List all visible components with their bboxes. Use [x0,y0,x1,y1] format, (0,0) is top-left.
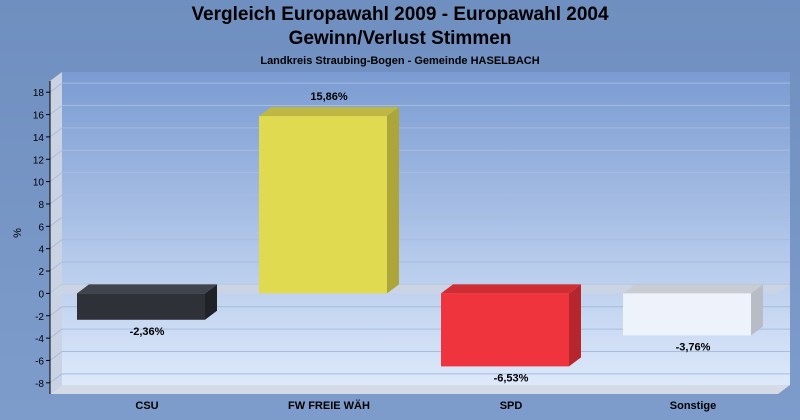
gridline-side [49,82,63,93]
zero-baseline [50,284,790,294]
plot-back-wall [62,72,790,385]
chart-title-line2: Gewinn/Verlust Stimmen [288,28,512,49]
data-label: 15,86% [310,91,348,103]
plot-floor [50,385,790,394]
gridline-side [49,373,63,384]
y-tick-label: -2 [35,312,44,323]
value-labels: -2,36% 15,86% -6,53% -3,76% [130,91,711,384]
y-tick-label: 14 [33,133,45,144]
gridline-side [49,172,63,183]
bar-fw-freie-w-h [259,107,399,294]
x-tick-label: CSU [135,400,158,412]
bar-side [387,107,399,294]
bar-front [441,293,569,367]
bar-top [623,284,763,294]
gridline-side [49,194,63,205]
bar-side [751,284,763,336]
y-tick-label: -8 [35,379,44,390]
y-tick-label: 10 [33,178,45,189]
bars-group [77,107,763,367]
gridline-side [49,216,63,227]
y-tick-label: 12 [33,155,45,166]
y-tick-label: 18 [33,88,45,99]
gridline-side [49,351,63,361]
y-tick-label: -4 [35,334,44,345]
gridline-side [49,239,63,250]
chart-subtitle: Landkreis Straubing-Bogen - Gemeinde HAS… [260,55,540,67]
gridline-side [49,127,63,138]
zero-plane [50,284,790,294]
y-tick-label: 8 [38,200,44,211]
bar-front [77,293,205,320]
bar-csu [77,284,217,320]
y-tick-label: 16 [33,111,45,122]
gridline-side [49,328,63,339]
data-label: -6,53% [494,372,529,384]
data-label: -2,36% [130,326,165,338]
bar-spd [441,284,581,367]
bar-sonstige [623,284,763,336]
chart-title: Vergleich Europawahl 2009 - Europawahl 2… [191,4,609,25]
gridline-side [49,261,63,272]
bar-side [205,284,217,320]
gridline-side [49,105,63,115]
gridline-side [49,306,63,317]
y-tick-label: -6 [35,356,44,367]
x-axis-labels: CSU FW FREIE WÄH SPD Sonstige [135,399,716,412]
x-tick-label: Sonstige [670,400,716,412]
plot-left-wall [50,72,62,394]
y-axis-ticks: 18 16 14 12 10 8 6 4 2 0 -2 -4 -6 -8 [33,81,51,394]
y-tick-label: 4 [38,245,44,256]
y-axis-label: % [12,228,24,238]
bar-front [623,293,751,336]
bar-top [259,107,399,117]
bar-top [77,284,217,294]
x-tick-label: SPD [500,400,523,412]
y-tick-label: 0 [38,289,44,300]
gridline-side [49,149,63,160]
bar-front [259,116,387,294]
bar-top [441,284,581,294]
y-tick-label: 6 [38,222,44,233]
bar-side [569,284,581,367]
y-tick-label: 2 [38,267,44,278]
x-tick-label: FW FREIE WÄH [288,399,370,412]
data-label: -3,76% [676,341,711,353]
